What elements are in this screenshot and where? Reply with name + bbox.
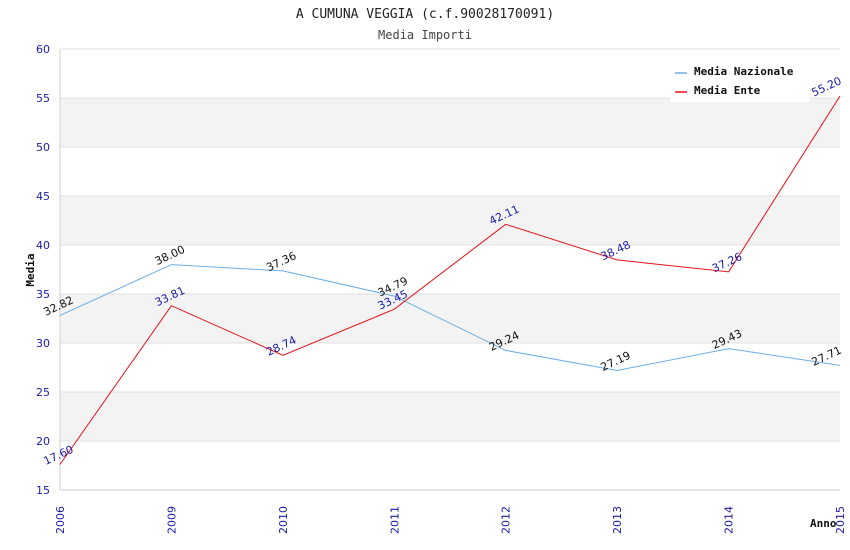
legend: Media Nazionale Media Ente [670, 60, 810, 102]
y-tick-label: 60 [36, 43, 50, 56]
x-tick-labels: 2006 2009 2010 2011 2012 2013 2014 2015 [54, 506, 847, 534]
x-tick-label: 2009 [165, 506, 178, 534]
chart-title: A CUMUNA VEGGIA (c.f.90028170091) [296, 7, 554, 22]
x-tick-label: 2006 [54, 506, 67, 534]
y-tick-label: 30 [36, 337, 50, 350]
y-tick-label: 40 [36, 239, 50, 252]
data-label-nazionale: 38.00 [153, 243, 187, 268]
chart-subtitle: Media Importi [378, 28, 472, 42]
axes [59, 49, 840, 491]
x-tick-label: 2015 [834, 506, 847, 534]
y-tick-label: 50 [36, 141, 50, 154]
x-tick-label: 2011 [388, 506, 401, 534]
x-axis-label: Anno [810, 517, 837, 530]
x-tick-label: 2014 [723, 506, 736, 534]
grid-band [60, 98, 840, 147]
y-tick-label: 25 [36, 386, 50, 399]
series-line-nazionale [59, 264, 841, 372]
series-line-ente [59, 95, 841, 465]
grid-band [60, 294, 840, 343]
legend-label-nazionale: Media Nazionale [694, 65, 794, 78]
grid-band [60, 392, 840, 441]
series-lines [59, 95, 841, 465]
x-tick-label: 2012 [500, 506, 513, 534]
y-axis-label: Media [24, 253, 37, 286]
legend-label-ente: Media Ente [694, 84, 761, 97]
y-tick-label: 55 [36, 92, 50, 105]
grid-band [60, 196, 840, 245]
y-tick-label: 20 [36, 435, 50, 448]
x-tick-label: 2013 [611, 506, 624, 534]
x-tick-label: 2010 [277, 506, 290, 534]
y-tick-label: 35 [36, 288, 50, 301]
legend-box [670, 60, 810, 102]
y-tick-label: 15 [36, 484, 50, 497]
data-label-ente: 55.20 [809, 74, 843, 99]
y-tick-labels: 15 20 25 30 35 40 45 50 55 60 [36, 43, 50, 497]
grid-bands [60, 98, 840, 441]
y-tick-label: 45 [36, 190, 50, 203]
